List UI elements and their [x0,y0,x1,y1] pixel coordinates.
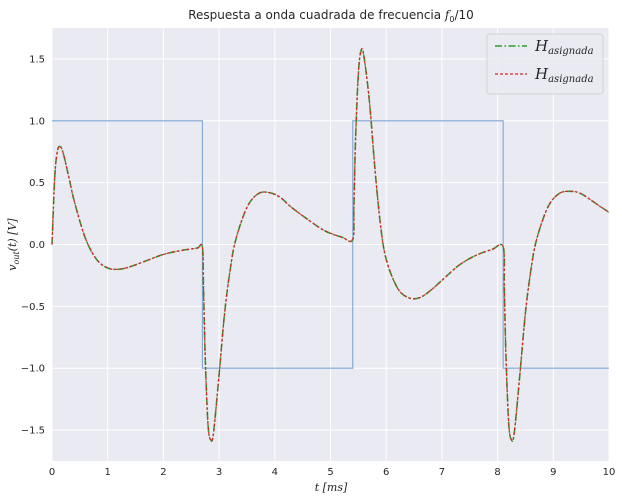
x-tick-label: 7 [439,467,445,478]
x-tick-label: 4 [272,467,278,478]
y-tick-label: 0.0 [29,240,45,251]
grid [51,28,610,461]
x-tick-labels: 0 1 2 3 4 5 6 7 8 9 10 [49,467,616,478]
chart-title: Respuesta a onda cuadrada de frecuencia … [188,8,474,24]
x-tick-label: 1 [105,467,111,478]
x-tick-label: 5 [327,467,333,478]
x-tick-label: 8 [494,467,500,478]
x-tick-label: 9 [550,467,556,478]
x-tick-label: 2 [160,467,166,478]
y-tick-label: 1.0 [29,116,45,127]
y-tick-label: 0.5 [29,178,45,189]
series-line-red [51,48,610,442]
y-axis-label: vout(t) [V] [6,218,21,271]
x-tick-label: 6 [383,467,389,478]
x-tick-label: 10 [603,467,616,478]
legend: Hasignada Hasignada [486,33,604,95]
x-tick-label: 3 [216,467,222,478]
legend-entry-green-label: Hasignada [534,37,594,57]
response-series [51,47,610,442]
y-tick-labels: −1.5 −1.0 −0.5 0.0 0.5 1.0 1.5 [21,54,45,436]
square-wave-series [52,120,609,369]
y-tick-label: −1.0 [21,364,45,375]
y-tick-label: −1.5 [21,426,45,437]
y-tick-label: −0.5 [21,302,45,313]
x-axis-label: t [ms] [315,481,348,494]
y-tick-label: 1.5 [29,54,45,65]
x-tick-label: 0 [49,467,55,478]
square-wave-line [52,120,609,369]
legend-entry-red-label: Hasignada [534,65,594,85]
legend-box [486,33,604,95]
